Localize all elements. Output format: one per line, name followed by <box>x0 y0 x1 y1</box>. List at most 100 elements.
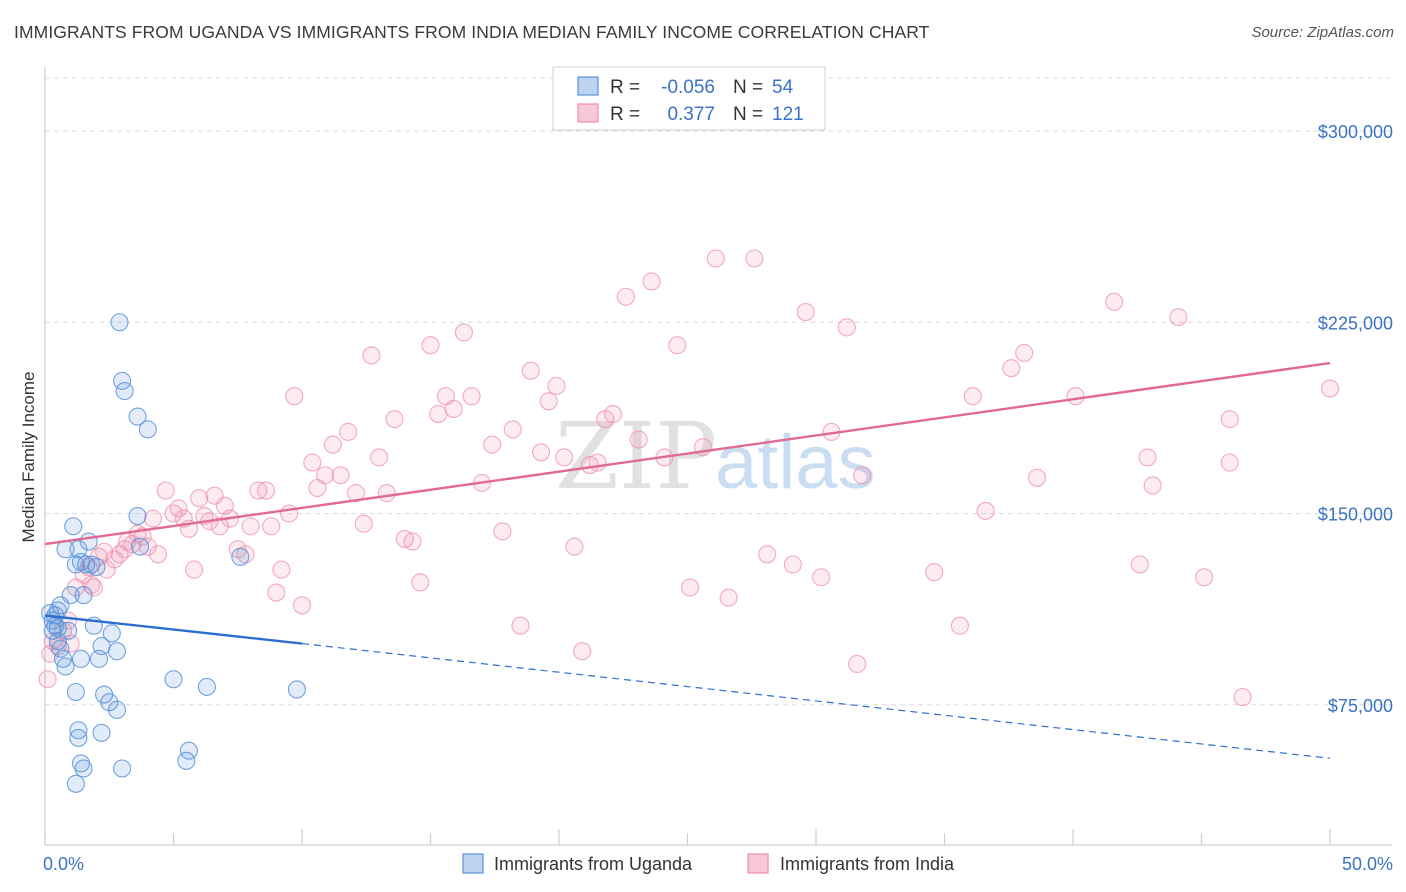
uganda-point <box>61 586 80 605</box>
legend-swatch-india <box>577 103 599 123</box>
bottom-legend-label-uganda: Immigrants from Uganda <box>494 854 693 874</box>
india-point <box>256 481 276 500</box>
india-point <box>493 522 512 541</box>
india-point <box>616 287 635 306</box>
india-point <box>837 318 856 337</box>
india-point <box>156 481 175 500</box>
axes <box>44 67 1392 846</box>
india-point <box>210 517 229 536</box>
india-point <box>421 336 440 355</box>
y-tick-label: $225,000 <box>1318 313 1393 333</box>
india-point <box>1105 292 1124 311</box>
uganda-point <box>107 642 127 661</box>
india-point <box>1066 387 1085 406</box>
legend-r-label-india: R = <box>610 104 640 125</box>
chart-title: IMMIGRANTS FROM UGANDA VS IMMIGRANTS FRO… <box>14 22 930 42</box>
india-point <box>588 453 607 472</box>
india-point <box>249 481 268 500</box>
india-point <box>354 514 373 533</box>
india-trend-line <box>44 361 1331 546</box>
uganda-points <box>41 313 306 793</box>
uganda-point <box>107 700 127 719</box>
uganda-point <box>51 639 70 658</box>
uganda-point <box>100 693 119 712</box>
india-point <box>272 560 291 579</box>
uganda-point <box>74 586 93 605</box>
india-point <box>812 568 831 587</box>
y-axis-title: Median Family Income <box>19 371 38 542</box>
india-point <box>603 404 623 424</box>
y-tick-label: $300,000 <box>1318 122 1393 142</box>
uganda-point <box>82 555 101 574</box>
uganda-point <box>138 420 157 439</box>
uganda-point <box>74 759 93 778</box>
uganda-point <box>287 680 306 699</box>
india-point <box>745 249 764 268</box>
uganda-point <box>66 774 85 793</box>
uganda-point <box>128 506 147 526</box>
india-point <box>555 448 574 467</box>
india-point <box>339 422 358 441</box>
india-point <box>758 545 777 564</box>
india-point <box>521 361 540 380</box>
legend-r-value-uganda: -0.056 <box>661 77 715 98</box>
india-point <box>681 578 700 597</box>
india-point <box>573 642 592 661</box>
india-point <box>1220 453 1239 472</box>
uganda-point <box>128 407 147 426</box>
india-point <box>539 392 558 411</box>
india-point <box>292 596 312 615</box>
bottom-legend-swatch-uganda <box>462 853 484 874</box>
gridlines <box>45 77 1392 706</box>
uganda-point <box>66 555 85 574</box>
india-point <box>1195 568 1214 587</box>
uganda-point <box>177 751 196 770</box>
india-point <box>629 430 648 449</box>
legend-n-label-uganda: N = <box>733 77 763 98</box>
india-point <box>370 448 389 467</box>
india-point <box>853 466 872 485</box>
uganda-point <box>64 517 83 536</box>
uganda-point <box>48 619 67 638</box>
india-point <box>454 323 473 342</box>
india-point <box>796 302 815 322</box>
trend-lines <box>44 361 1331 759</box>
india-point <box>190 489 209 508</box>
uganda-point <box>115 382 134 401</box>
india-point <box>511 616 530 635</box>
uganda-point <box>231 547 250 566</box>
uganda-trend-extension <box>301 642 1331 759</box>
india-point <box>84 578 103 597</box>
uganda-point <box>92 723 111 742</box>
india-point <box>963 387 982 406</box>
india-point <box>976 501 995 521</box>
india-point <box>1220 410 1239 429</box>
india-point <box>149 545 168 564</box>
india-point <box>1233 688 1252 707</box>
india-point <box>285 387 304 406</box>
india-point <box>1002 359 1021 378</box>
uganda-point <box>77 555 96 574</box>
uganda-point <box>59 621 78 640</box>
legend-swatch-uganda <box>577 76 599 96</box>
india-point <box>331 466 350 485</box>
uganda-trend-line <box>44 614 303 645</box>
india-point <box>267 583 286 602</box>
india-point <box>950 616 969 635</box>
legend-r-value-india: 0.377 <box>667 104 715 125</box>
india-point <box>483 435 502 454</box>
india-point <box>280 504 299 523</box>
india-point <box>362 346 381 365</box>
india-point <box>503 420 522 439</box>
india-point <box>1169 308 1188 327</box>
india-point <box>316 466 335 485</box>
x-tick-label: 0.0% <box>43 854 84 874</box>
legend-n-label-india: N = <box>733 104 763 125</box>
x-tick-label: 50.0% <box>1342 854 1393 874</box>
india-point <box>241 517 260 536</box>
india-point <box>783 555 802 574</box>
india-point <box>1320 379 1340 398</box>
india-point <box>262 517 281 536</box>
legend-r-label-uganda: R = <box>610 77 640 98</box>
